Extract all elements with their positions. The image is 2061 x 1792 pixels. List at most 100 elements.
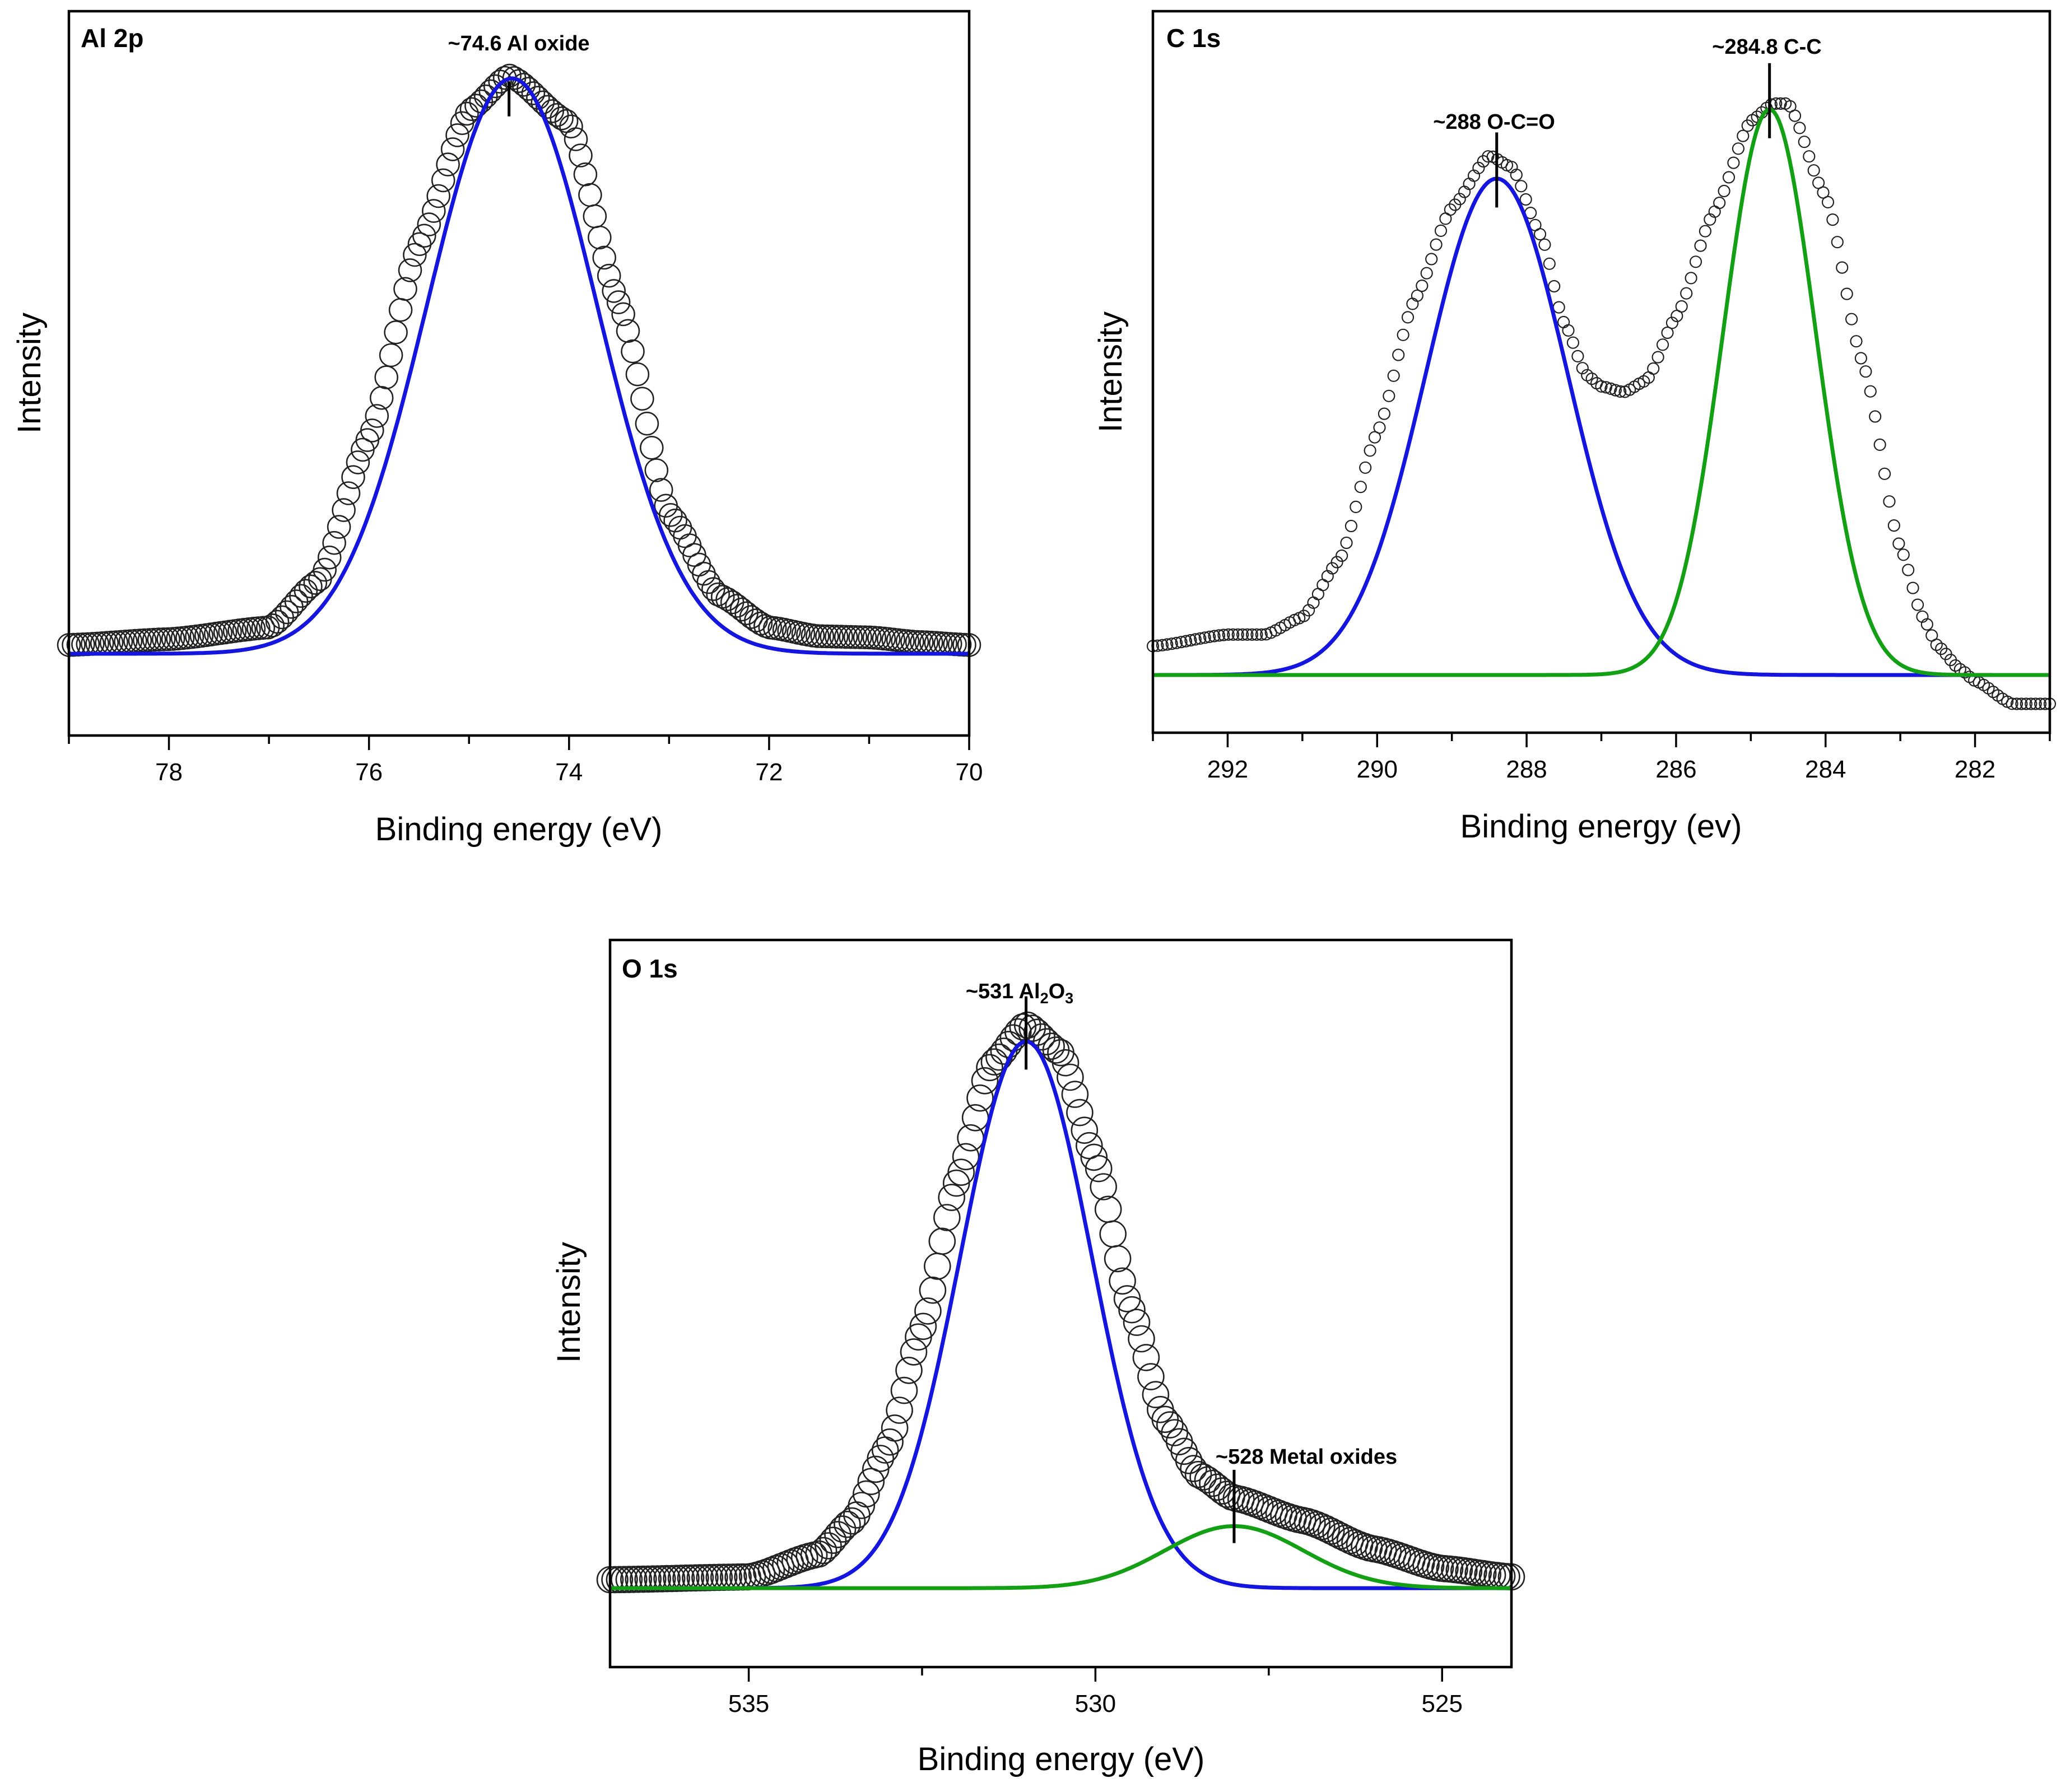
o-1s-data-point — [900, 1338, 928, 1366]
al-2p-data-point — [611, 302, 635, 327]
o-1s-data-point — [743, 1561, 771, 1589]
al-2p-data-point — [142, 627, 166, 652]
o-1s-data-point — [1128, 1325, 1155, 1353]
o-1s-data-point — [1080, 1143, 1108, 1171]
c-1s-data-point — [1685, 272, 1697, 285]
o-1s-data-point — [672, 1564, 700, 1592]
al-2p-data-point — [151, 627, 176, 651]
al-2p-data-point — [834, 625, 858, 649]
c-1s-data-point — [1873, 438, 1886, 452]
o-1s-data-point — [815, 1532, 842, 1560]
c-1s-data-point — [1406, 297, 1419, 310]
c-1s-data-point — [1344, 519, 1357, 533]
c-1s-data-point — [1722, 171, 1736, 184]
al-2p-x-tick-label: 70 — [956, 758, 983, 786]
c-1s-x-tick-label: 282 — [1955, 756, 1995, 783]
c-1s-data-point — [1359, 461, 1372, 474]
o-1s-data-point — [658, 1565, 686, 1593]
c-1s-data-point — [2034, 697, 2047, 710]
c-1s-data-point — [1326, 562, 1339, 575]
al-2p-data-point — [289, 584, 313, 608]
al-2p-data-point — [327, 515, 351, 539]
o-1s-data-point — [1222, 1484, 1250, 1512]
o-1s-data-point — [909, 1312, 937, 1340]
al-2p-data-point — [317, 545, 342, 570]
c-1s-data-point — [1515, 180, 1528, 193]
al-2p-data-point — [550, 106, 574, 131]
c-1s-data-point — [1689, 255, 1702, 268]
al-2p-data-point — [478, 79, 503, 104]
al-2p-data-point — [260, 613, 285, 637]
o-1s-data-point — [1142, 1381, 1170, 1408]
panel-al-2p: Al 2p 78 76 74 72 70 ~74.6 Al oxide Binding … — [11, 10, 983, 848]
o-1s-data-point — [1061, 1081, 1089, 1108]
c-1s-data-point — [1737, 129, 1750, 142]
c-1s-data-point — [1803, 150, 1816, 163]
c-1s-data-point — [1897, 548, 1910, 561]
c-1s-data-point — [1354, 481, 1367, 494]
c-1s-data-point — [1184, 634, 1197, 647]
o-1s-data-point — [1189, 1463, 1217, 1491]
c-1s-data-point — [1316, 579, 1329, 592]
c-1s-data-point — [1350, 500, 1362, 514]
c-1s-raw-data-markers — [1146, 97, 2057, 710]
c-1s-data-point — [1614, 385, 1627, 398]
al-2p-x-tick-label: 72 — [755, 758, 783, 786]
o-1s-data-point — [1469, 1560, 1497, 1588]
o-1s-data-point — [611, 1566, 638, 1593]
c-1s-data-point — [1604, 382, 1617, 395]
o-1s-data-point — [1403, 1548, 1430, 1576]
c-1s-data-point — [1533, 228, 1547, 241]
o-1s-data-point — [971, 1067, 999, 1095]
al-2p-data-point — [806, 624, 830, 648]
al-2p-data-point — [436, 152, 460, 176]
c-1s-data-point — [2006, 697, 2018, 710]
c-1s-data-point — [1892, 537, 1905, 550]
al-2p-data-point — [379, 343, 403, 367]
o-1s-data-point — [1094, 1195, 1122, 1223]
o-1s-data-point — [848, 1492, 876, 1519]
c-1s-data-point — [1911, 598, 1924, 611]
al-2p-data-point — [313, 557, 337, 582]
al-2p-data-point — [384, 320, 408, 345]
o-1s-data-point — [867, 1445, 894, 1472]
c-1s-data-point — [2020, 697, 2032, 710]
c-1s-panel-label: C 1s — [1166, 24, 1221, 53]
o-1s-data-point — [701, 1563, 728, 1591]
c-1s-data-point — [1930, 638, 1943, 651]
o-1s-data-point — [834, 1510, 861, 1538]
al-2p-data-point — [559, 114, 583, 139]
al-2p-data-point — [640, 435, 664, 460]
c-1s-data-point — [1958, 666, 1971, 679]
c-1s-x-tick-label: 286 — [1655, 756, 1696, 783]
c-1s-data-point — [1793, 122, 1806, 134]
c-1s-data-point — [1887, 519, 1900, 532]
panel-c-1s: C 1s 292 290 288 286 284 282 ~288 O-C=O ~284.… — [1092, 10, 2057, 845]
al-2p-data-point — [569, 143, 593, 167]
c-1s-data-point — [1378, 407, 1390, 420]
al-2p-data-point — [578, 183, 602, 207]
c-1s-x-tick-label: 292 — [1207, 756, 1248, 783]
c-1s-data-point — [1699, 225, 1711, 238]
o-1s-data-point — [1407, 1549, 1435, 1577]
al-2p-data-point — [341, 465, 365, 490]
c-1s-data-point — [1543, 257, 1556, 270]
c-1s-data-point — [1198, 631, 1211, 644]
al-2p-data-point — [649, 478, 673, 502]
al-2p-data-point — [421, 199, 446, 223]
c-1s-data-point — [2010, 697, 2023, 710]
al-2p-data-point — [573, 162, 598, 187]
c-1s-x-ticks: 292 290 288 286 284 282 — [1152, 733, 2051, 783]
al-2p-data-point — [635, 411, 659, 436]
o-1s-data-point — [853, 1480, 880, 1508]
o-1s-data-point — [639, 1565, 667, 1593]
c-1s-data-point — [1694, 239, 1707, 252]
o-1s-data-point — [1104, 1245, 1132, 1273]
c-1s-data-point — [1665, 316, 1678, 329]
al-2p-x-axis-title: Binding energy (eV) — [375, 811, 663, 848]
o-1s-data-point — [1180, 1455, 1207, 1482]
o-1s-data-point — [1113, 1285, 1141, 1312]
o-1s-data-point — [809, 1537, 838, 1565]
c-1s-data-point — [1330, 556, 1343, 569]
c-1s-data-point — [1807, 164, 1820, 177]
